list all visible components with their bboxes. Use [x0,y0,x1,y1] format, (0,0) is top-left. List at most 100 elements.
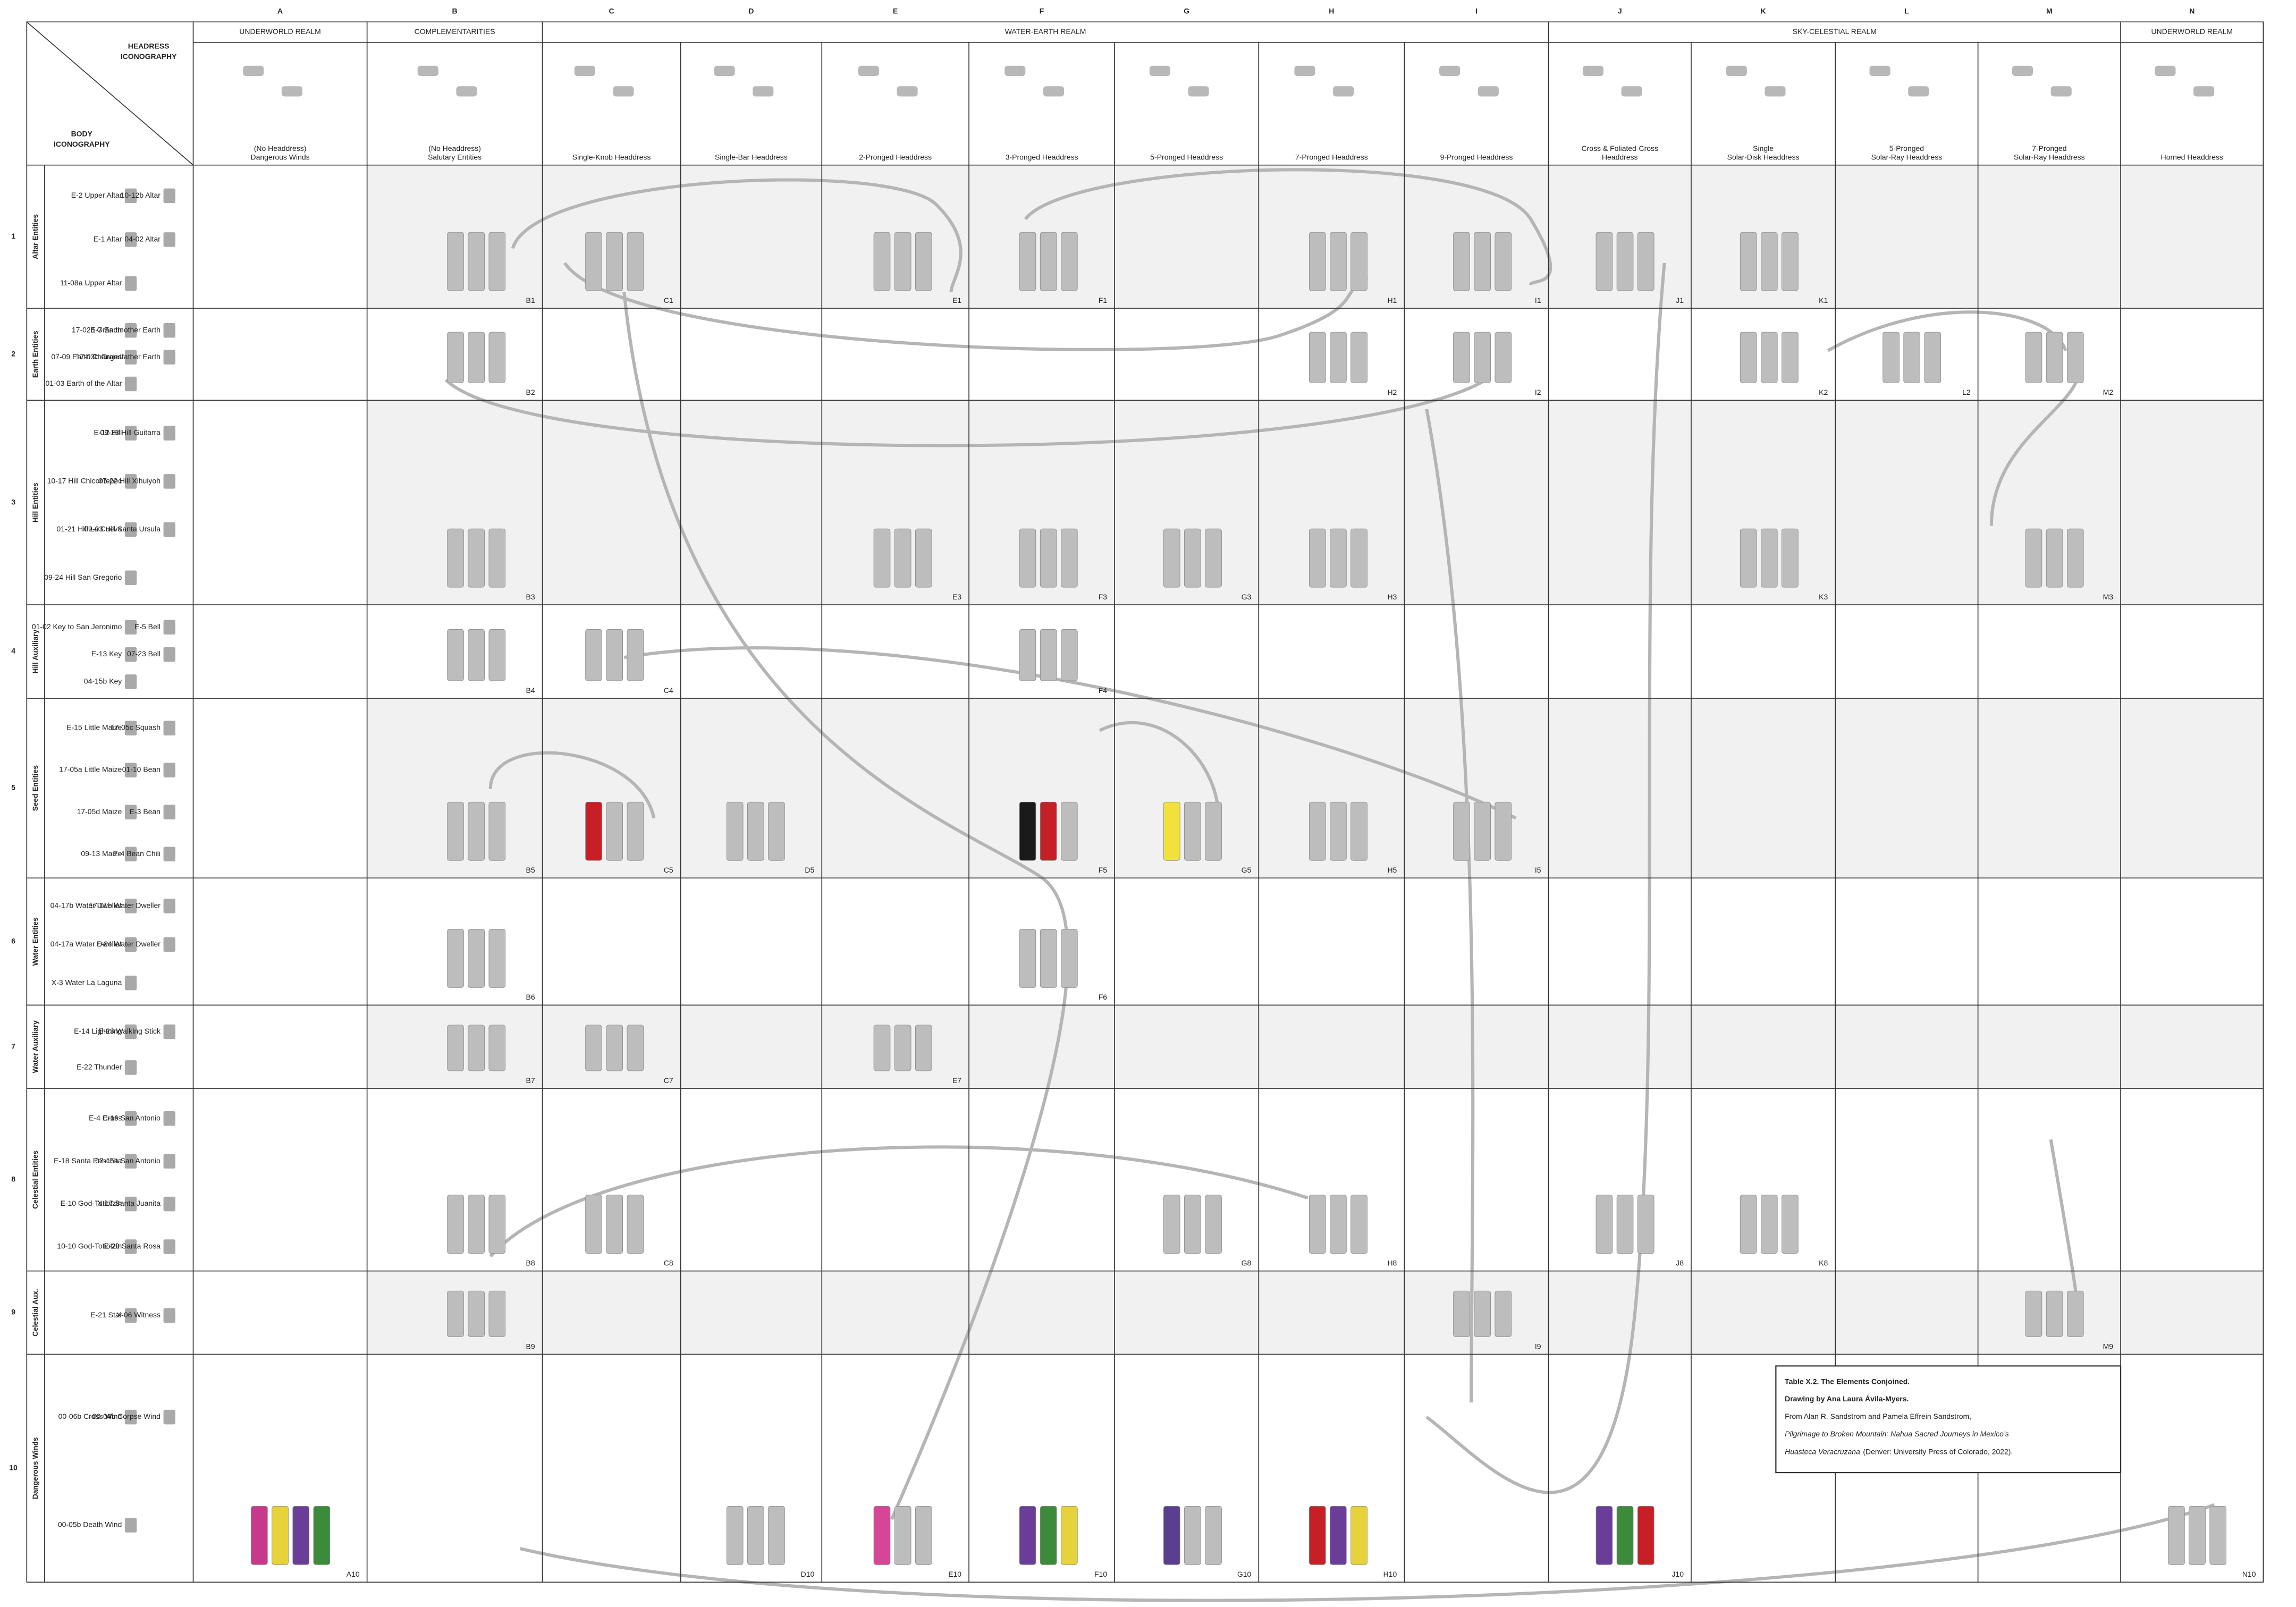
figure [2025,1290,2042,1337]
column-letter: A [277,7,283,15]
cell-id: A10 [347,1570,360,1578]
entity-label: E-7 Earth [90,325,122,334]
figure [1330,1195,1347,1254]
headdress-icon [2155,65,2176,76]
figure [1740,332,1757,383]
entity-label: E-24 Water Dweller [96,940,161,948]
headdress-icon [1726,65,1747,76]
entity-icon [163,426,175,441]
figure [2066,1290,2084,1337]
row-name: Earth Entities [31,331,39,378]
row-name: Celestial Aux. [31,1289,39,1337]
cell-id: F10 [1094,1570,1107,1578]
cell-id: G10 [1237,1570,1252,1578]
cell-id: M9 [2103,1342,2114,1350]
connector [489,1145,1309,1258]
figure [1163,1195,1180,1254]
row-name: Hill Entities [31,483,39,522]
cell-id: C7 [664,1076,673,1085]
entity-icon [163,1154,175,1169]
figure [627,1025,644,1071]
figure [1309,801,1326,861]
entity-label: E-15 Little Maize [66,723,122,732]
figure [2046,528,2063,588]
cell-id: H2 [1387,388,1397,396]
figure [1163,528,1180,588]
cell-id: I9 [1535,1342,1541,1350]
cell-id: B5 [526,866,535,874]
cell-id: C4 [664,686,673,695]
figure [1061,232,1078,291]
row-number: 1 [11,232,15,240]
figure [915,528,932,588]
figure [627,1195,644,1254]
connector [1024,168,1552,286]
entity-icon [163,350,175,365]
cell-id: J1 [1676,296,1684,305]
entity-icon [163,937,175,952]
entity-label: 09-23 Hill Guitarra [100,428,161,437]
cell-id: G3 [1242,593,1252,601]
figure [1782,1195,1799,1254]
cell-id: K1 [1819,296,1828,305]
cell-id: G5 [1242,866,1252,874]
entity-icon [124,763,137,777]
figure [1184,1505,1201,1565]
figure [1040,629,1057,681]
figure [1309,528,1326,588]
entity-label: E-22 Thunder [77,1063,122,1071]
figure [1019,232,1036,291]
row-name: Dangerous Winds [31,1437,39,1499]
entity-label: 01-21 Hill La Cueva [57,525,122,533]
figure [1760,232,1778,291]
column-letter: E [893,7,898,15]
figure [1596,1195,1613,1254]
figure [1330,232,1347,291]
entity-label: 17-05a Little Maize [59,765,122,774]
cell-id: B8 [526,1259,535,1267]
headdress-label: 7-Pronged Headdress [1295,153,1368,162]
figure [1350,528,1368,588]
figure [1205,1505,1222,1565]
figure [1760,332,1778,383]
figure [726,1505,744,1565]
figure [1309,1195,1326,1254]
entity-icon [124,232,137,247]
figure [2209,1505,2227,1565]
entity-label: X-06 Witness [116,1310,161,1319]
figure [873,1025,891,1071]
entity-icon [124,975,137,991]
figure [1740,232,1757,291]
headdress-icon [2012,65,2033,76]
corner-heading: ICONOGRAPHY [54,140,110,148]
entity-label: 04-15b Key [84,677,122,686]
headdress-icon [1294,65,1315,76]
figure [873,528,891,588]
figure [1782,332,1799,383]
figure [1453,332,1470,383]
column-letter: L [1904,7,1909,15]
entity-icon [163,1024,175,1039]
cell-id: B3 [526,593,535,601]
column-letter: H [1329,7,1334,15]
figure [1163,1505,1180,1565]
figure [1330,332,1347,383]
corner-heading: ICONOGRAPHY [121,52,177,61]
cell-id: H1 [1387,296,1397,305]
figure [606,629,623,681]
headdress-icon [1621,86,1642,97]
headdress-icon [1869,65,1890,76]
figure [1474,801,1491,861]
entity-label: 04-17a Water Dweller [50,940,122,948]
connector [519,1503,2215,1602]
figure [1495,232,1512,291]
cell-id: C8 [664,1259,673,1267]
cell-id: M2 [2103,388,2114,396]
figure [1495,332,1512,383]
cell-id: E3 [952,593,961,601]
entity-label: 00-05b Death Wind [58,1520,122,1529]
connector [623,646,1517,820]
entity-icon [163,232,175,247]
entity-label: X-17 Santa Juanita [97,1199,161,1207]
figure [447,528,464,588]
